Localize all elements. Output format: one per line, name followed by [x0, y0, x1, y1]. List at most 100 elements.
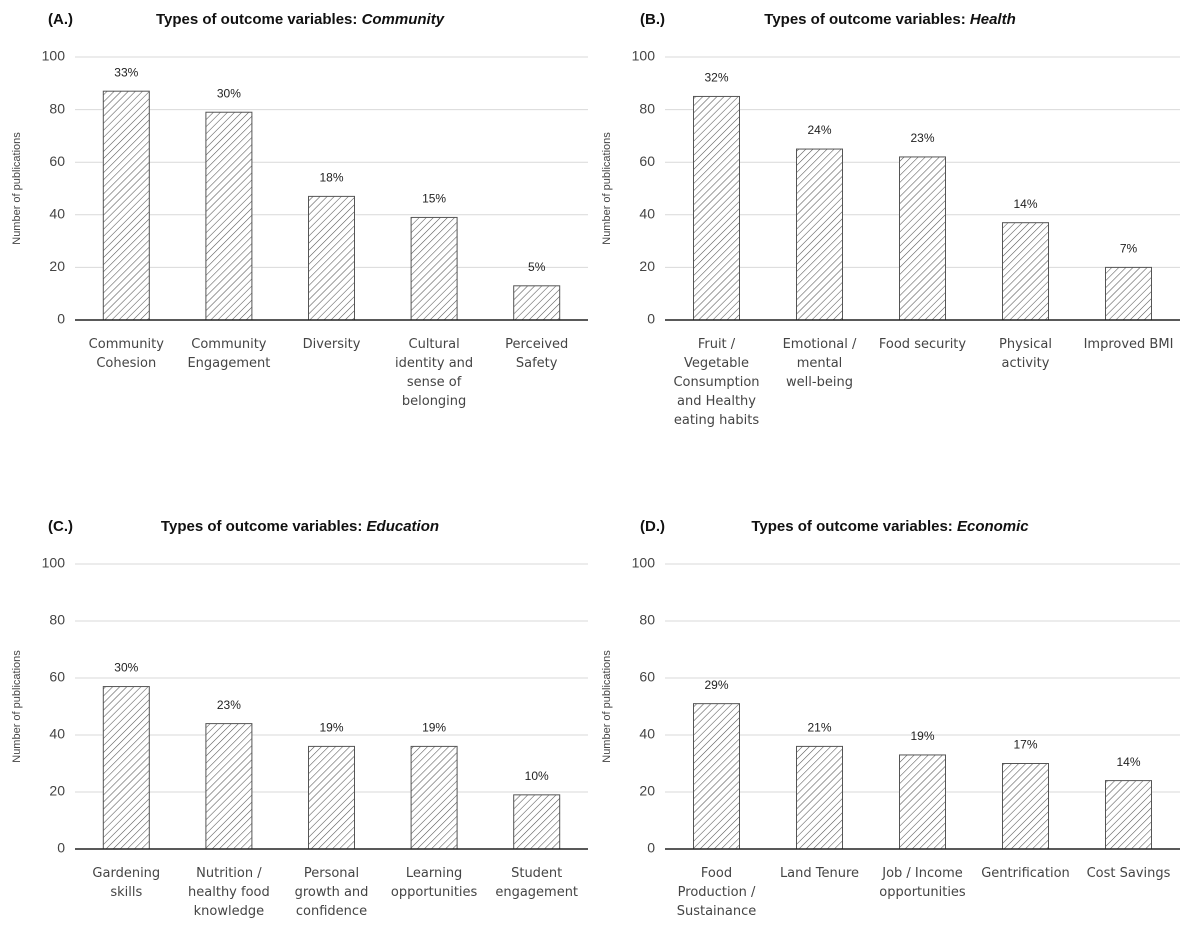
y-tick-label: 60	[639, 153, 655, 169]
x-tick-label: Job / Income opportunities	[879, 866, 966, 900]
title-emphasis: Health	[970, 11, 1016, 28]
chart-title: Types of outcome variables: Economic	[751, 518, 1029, 535]
bar	[796, 148, 843, 321]
x-tick-label: Perceived Safety	[505, 337, 568, 371]
title-text: Types of outcome variables:	[764, 11, 965, 28]
share-label: 10%	[525, 769, 549, 783]
share-label: 17%	[1013, 738, 1037, 752]
x-tick-label: Community Engagement	[187, 337, 270, 371]
x-tick-label: Gardening skills	[92, 866, 160, 900]
title-emphasis: Education	[367, 518, 440, 535]
y-axis-label: Number of publications	[601, 132, 613, 245]
x-tick-label: Gentrification	[981, 866, 1070, 881]
y-tick-label: 100	[42, 48, 66, 64]
share-label: 23%	[910, 131, 934, 145]
x-tick-label: Cost Savings	[1087, 866, 1171, 881]
x-tick-label: Community Cohesion	[89, 337, 165, 371]
bar	[308, 195, 355, 321]
title-text: Types of outcome variables:	[161, 518, 362, 535]
bar	[899, 754, 946, 850]
x-tick-label: Learning opportunities	[391, 866, 478, 900]
y-tick-label: 20	[639, 783, 655, 799]
share-label: 21%	[807, 721, 831, 735]
y-tick-label: 40	[639, 726, 655, 742]
share-label: 14%	[1013, 197, 1037, 211]
bar	[205, 111, 253, 321]
x-tick-label: Nutrition / healthy food knowledge	[188, 866, 270, 919]
chart-title: Types of outcome variables: Health	[764, 11, 1015, 28]
y-axis-label: Number of publications	[11, 132, 23, 245]
x-tick-label: Food Production / Sustainance	[677, 866, 757, 919]
bar	[1002, 222, 1049, 321]
y-tick-label: 80	[639, 612, 655, 628]
x-tick-label: Improved BMI	[1084, 337, 1174, 352]
x-tick-label: Fruit / Vegetable Consumption and Healthy ea…	[673, 337, 759, 428]
bar	[796, 745, 843, 850]
chart-title: Types of outcome variables: Community	[156, 11, 445, 28]
share-label: 18%	[319, 171, 343, 185]
y-tick-label: 0	[57, 840, 65, 856]
x-tick-label: Food security	[879, 337, 967, 352]
title-emphasis: Community	[362, 11, 445, 28]
share-label: 14%	[1116, 755, 1140, 769]
y-axis-label: Number of publications	[11, 650, 23, 763]
share-label: 19%	[910, 729, 934, 743]
x-tick-label: Emotional / mental well-being	[783, 337, 857, 390]
y-tick-label: 40	[639, 206, 655, 222]
y-tick-label: 80	[639, 100, 655, 116]
bar	[899, 156, 946, 321]
share-label: 7%	[1120, 242, 1138, 256]
bar	[308, 745, 355, 850]
y-tick-label: 40	[49, 726, 65, 742]
title-text: Types of outcome variables:	[156, 11, 357, 28]
y-tick-label: 60	[49, 153, 65, 169]
x-tick-label: Cultural identity and sense of belonging	[395, 337, 473, 409]
chart-title: Types of outcome variables: Education	[161, 518, 439, 535]
share-label: 19%	[319, 721, 343, 735]
y-tick-label: 20	[49, 783, 65, 799]
y-tick-label: 60	[639, 669, 655, 685]
title-emphasis: Economic	[957, 518, 1029, 535]
share-label: 15%	[422, 192, 446, 206]
x-tick-label: Personal growth and confidence	[295, 866, 369, 919]
x-tick-label: Physical activity	[999, 337, 1052, 371]
y-tick-label: 100	[42, 555, 66, 571]
y-tick-label: 0	[647, 311, 655, 327]
share-label: 19%	[422, 721, 446, 735]
y-tick-label: 100	[632, 48, 656, 64]
y-tick-label: 20	[639, 258, 655, 274]
x-tick-label: Diversity	[303, 337, 361, 352]
panel-label: (D.)	[640, 518, 665, 535]
bar	[1002, 763, 1049, 850]
bar	[410, 745, 458, 850]
bar	[693, 703, 740, 850]
y-tick-label: 80	[49, 612, 65, 628]
share-label: 5%	[528, 260, 546, 274]
y-tick-label: 20	[49, 258, 65, 274]
bar	[1105, 266, 1152, 321]
share-label: 33%	[114, 65, 138, 79]
share-label: 29%	[704, 678, 728, 692]
bar	[102, 686, 150, 850]
bar	[410, 216, 458, 321]
share-label: 30%	[114, 661, 138, 675]
y-axis-label: Number of publications	[601, 650, 613, 763]
panel-label: (B.)	[640, 11, 665, 28]
bar	[205, 723, 253, 850]
x-tick-label: Student engagement	[495, 866, 578, 900]
share-label: 32%	[704, 71, 728, 85]
y-tick-label: 0	[647, 840, 655, 856]
share-label: 23%	[217, 698, 241, 712]
y-tick-label: 60	[49, 669, 65, 685]
share-label: 24%	[807, 123, 831, 137]
bar	[513, 285, 561, 321]
bar	[693, 95, 740, 321]
y-tick-label: 80	[49, 100, 65, 116]
title-text: Types of outcome variables:	[751, 518, 952, 535]
y-tick-label: 0	[57, 311, 65, 327]
panel-label: (C.)	[48, 518, 73, 535]
y-tick-label: 100	[632, 555, 656, 571]
x-tick-label: Land Tenure	[780, 866, 859, 881]
y-tick-label: 40	[49, 206, 65, 222]
